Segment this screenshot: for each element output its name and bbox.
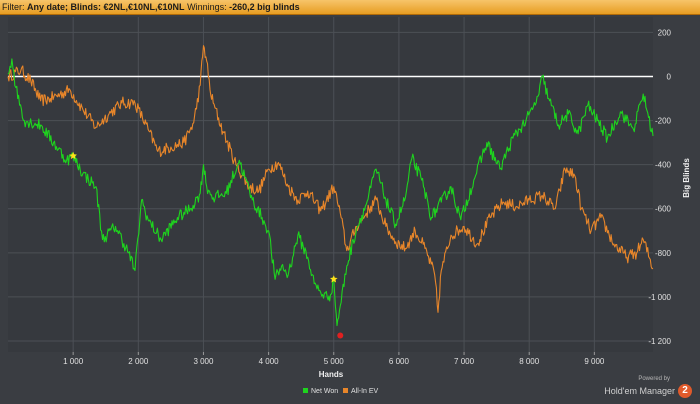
series-line-all-in-ev [7, 45, 654, 313]
y-tick-label: 0 [667, 73, 672, 82]
brand-name: Hold'em Manager [604, 385, 675, 396]
star-marker [69, 151, 77, 160]
x-tick-label: 8 000 [519, 357, 540, 366]
x-tick-label: 7 000 [454, 357, 475, 366]
x-axis: 1 000 2 000 3 000 4 000 5 000 6 000 7 000 8 000… [63, 352, 605, 366]
winnings-value: -260,2 big blinds [229, 2, 300, 12]
legend-label: Net Won [311, 388, 338, 395]
low-point-marker [337, 332, 344, 339]
y-tick-label: -1 200 [648, 337, 671, 346]
x-tick-label: 6 000 [389, 357, 410, 366]
filter-bar[interactable]: Filter: Any date; Blinds: €2NL,€10NL,€10… [0, 0, 700, 15]
winnings-label: Winnings: [187, 2, 227, 12]
x-tick-label: 4 000 [259, 357, 280, 366]
y-tick-label: -800 [655, 249, 672, 258]
series-layer [7, 45, 654, 339]
y-tick-label: -1 000 [648, 293, 671, 302]
x-tick-label: 9 000 [584, 357, 605, 366]
y-tick-label: -600 [655, 205, 672, 214]
star-marker [330, 275, 338, 283]
filter-value: Any date; Blinds: €2NL,€10NL,€10NL [27, 2, 185, 12]
x-axis-title: Hands [319, 370, 344, 379]
plot-area [8, 17, 653, 352]
legend[interactable]: Net Won All-In EV [303, 388, 379, 395]
y-axis-title: Big Blinds [682, 158, 691, 198]
legend-swatch [343, 388, 348, 393]
x-tick-label: 3 000 [193, 357, 214, 366]
y-tick-label: -200 [655, 117, 672, 126]
y-tick-label: -400 [655, 161, 672, 170]
brand-logo: Powered by Hold'em Manager 2 [604, 376, 692, 400]
x-tick-label: 2 000 [128, 357, 149, 366]
legend-swatch [303, 388, 308, 393]
y-axis: 200 0 -200 -400 -600 -800 -1 000 -1 200 [648, 28, 671, 346]
x-tick-label: 5 000 [324, 357, 345, 366]
x-tick-label: 1 000 [63, 357, 84, 366]
legend-label: All-In EV [351, 388, 379, 395]
filter-label: Filter: [2, 2, 25, 12]
y-tick-label: 200 [658, 28, 672, 37]
hm2-logo-icon: 2 [678, 383, 692, 398]
powered-by-text: Powered by [638, 376, 670, 382]
